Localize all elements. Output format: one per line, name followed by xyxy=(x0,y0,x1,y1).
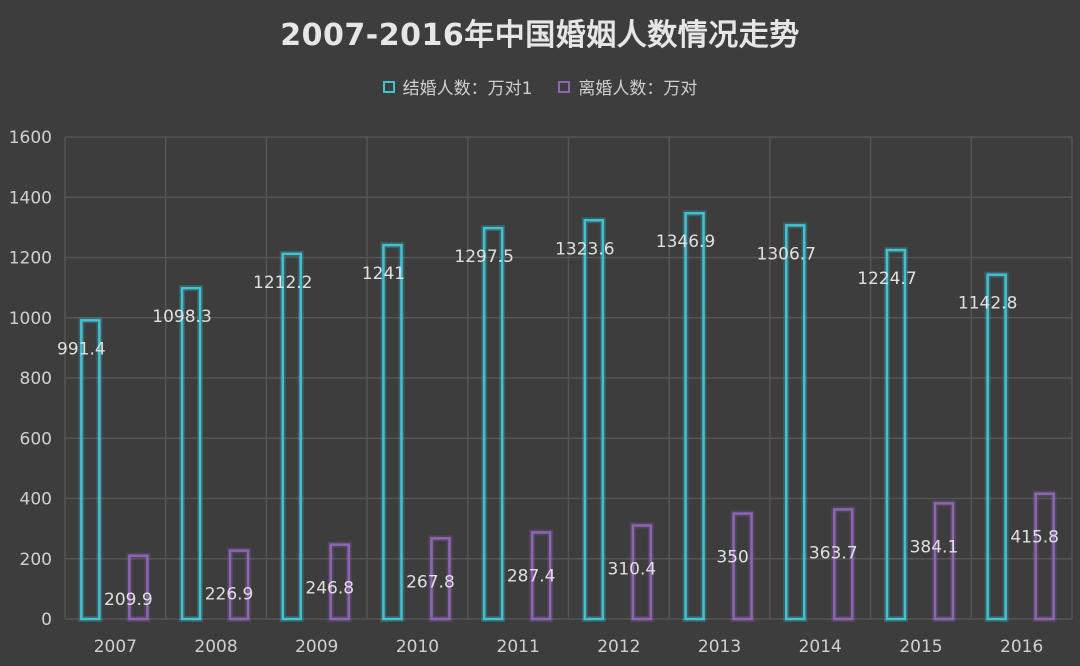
data-label-marriage: 1346.9 xyxy=(656,232,715,252)
data-label-marriage: 1224.7 xyxy=(857,269,916,289)
data-label-marriage: 1241 xyxy=(362,264,405,284)
x-tick-label: 2015 xyxy=(899,637,942,657)
y-tick-label: 1400 xyxy=(9,188,52,208)
bar-marriage xyxy=(180,286,202,621)
data-label-divorce: 209.9 xyxy=(104,590,153,610)
bar-divorce xyxy=(530,531,552,621)
bar-marriage xyxy=(583,219,605,621)
y-tick-label: 400 xyxy=(20,490,52,510)
bar-marriage-glow xyxy=(78,317,103,622)
bar-marriage xyxy=(986,273,1007,621)
y-tick-label: 1200 xyxy=(9,249,52,269)
data-label-marriage: 1306.7 xyxy=(757,244,816,264)
x-tick-label: 2010 xyxy=(396,637,439,657)
data-label-divorce: 267.8 xyxy=(406,572,455,592)
bar-divorce xyxy=(1034,492,1055,621)
bar-divorce xyxy=(933,502,955,621)
legend-swatch-divorce xyxy=(558,80,571,93)
bar-divorce xyxy=(430,537,451,621)
x-tick-label: 2007 xyxy=(94,637,137,657)
bar-divorce xyxy=(732,512,753,621)
bar-marriage-glow xyxy=(179,285,204,622)
y-tick-label: 0 xyxy=(41,610,52,630)
bar-marriage xyxy=(281,252,302,621)
bar-marriage xyxy=(80,319,101,621)
bar-marriage-glow xyxy=(883,247,908,623)
bar-marriage xyxy=(382,243,403,621)
data-label-marriage: 1098.3 xyxy=(152,307,211,327)
legend-label-divorce: 离婚人数：万对 xyxy=(578,79,698,99)
data-label-divorce: 287.4 xyxy=(507,566,556,586)
data-label-marriage: 991.4 xyxy=(57,339,106,359)
legend: 结婚人数：万对1 离婚人数：万对 xyxy=(0,74,1080,99)
bar-marriage-glow xyxy=(783,222,808,622)
y-tick-label: 600 xyxy=(20,429,52,449)
data-label-divorce: 363.7 xyxy=(809,543,858,563)
x-tick-label: 2009 xyxy=(295,637,338,657)
x-tick-label: 2013 xyxy=(698,637,741,657)
legend-swatch-marriage xyxy=(382,80,395,93)
y-tick-label: 1600 xyxy=(9,128,52,148)
bar-divorce-glow xyxy=(831,506,856,622)
bar-marriage-glow xyxy=(481,225,506,623)
data-label-marriage: 1142.8 xyxy=(958,294,1017,314)
x-tick-label: 2012 xyxy=(597,637,640,657)
legend-item-marriage: 结婚人数：万对1 xyxy=(382,74,533,99)
x-tick-label: 2008 xyxy=(194,637,237,657)
x-tick-label: 2016 xyxy=(1000,637,1043,657)
bar-divorce-glow xyxy=(1032,490,1057,623)
data-label-divorce: 246.8 xyxy=(305,579,354,599)
bar-marriage-glow xyxy=(984,271,1009,622)
legend-label-marriage: 结婚人数：万对1 xyxy=(402,79,533,99)
y-tick-label: 800 xyxy=(20,369,52,389)
bar-marriage xyxy=(785,224,806,621)
data-label-divorce: 310.4 xyxy=(608,559,657,579)
data-label-divorce: 384.1 xyxy=(910,537,959,557)
x-tick-label: 2014 xyxy=(799,637,842,657)
y-tick-label: 200 xyxy=(20,550,52,570)
bar-marriage-glow xyxy=(279,250,304,623)
data-label-marriage: 1212.2 xyxy=(253,273,312,293)
bar-divorce xyxy=(631,524,653,621)
bar-divorce xyxy=(329,543,350,621)
bar-marriage-glow xyxy=(380,242,405,622)
y-tick-label: 1000 xyxy=(9,309,52,329)
data-label-divorce: 226.9 xyxy=(205,585,254,605)
bar-marriage xyxy=(684,211,705,621)
data-label-marriage: 1323.6 xyxy=(555,239,614,259)
bar-marriage xyxy=(482,226,504,621)
bar-marriage xyxy=(885,248,907,621)
bar-divorce xyxy=(228,549,250,621)
legend-item-divorce: 离婚人数：万对 xyxy=(558,74,697,99)
chart-title: 2007-2016年中国婚姻人数情况走势 xyxy=(280,18,800,53)
bar-divorce xyxy=(128,554,149,621)
bar-divorce xyxy=(833,508,854,621)
x-tick-label: 2011 xyxy=(497,637,540,657)
data-label-divorce: 415.8 xyxy=(1010,528,1059,548)
data-label-marriage: 1297.5 xyxy=(454,247,513,267)
bar-divorce-glow xyxy=(931,500,956,623)
data-label-divorce: 350 xyxy=(716,548,748,568)
